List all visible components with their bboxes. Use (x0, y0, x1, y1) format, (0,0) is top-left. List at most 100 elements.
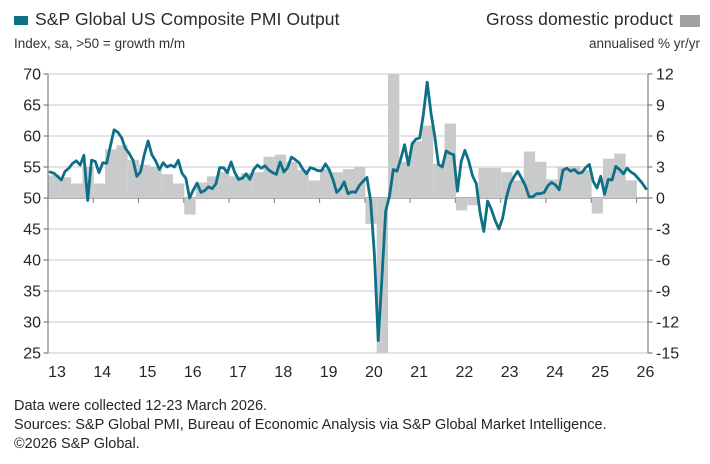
gdp-bar (421, 125, 434, 198)
gdp-bar (139, 164, 151, 198)
right-axis-label: -3 (656, 222, 670, 239)
left-axis-label: 30 (23, 315, 41, 332)
gdp-bar (580, 170, 592, 198)
x-axis-label: 16 (184, 364, 202, 381)
right-axis-caption: annualised % yr/yr (588, 36, 700, 51)
gdp-bar (105, 149, 117, 198)
gdp-bar (625, 180, 637, 198)
gdp-bars (48, 74, 637, 353)
gdp-bar (388, 74, 400, 198)
right-axis-label: 12 (656, 67, 674, 84)
left-axis-label: 55 (23, 160, 41, 177)
chart-title-right: Gross domestic product (486, 9, 673, 29)
right-axis-label: 9 (656, 98, 665, 115)
gdp-bar (240, 173, 253, 198)
gdp-bar (308, 180, 321, 198)
gdp-bar (342, 169, 355, 198)
gdp-bar (173, 183, 185, 198)
gdp-bar (535, 161, 547, 198)
gdp-bar (591, 198, 604, 214)
left-axis-label: 40 (23, 253, 41, 270)
right-axis-label: -15 (656, 346, 679, 363)
left-axis-label: 45 (23, 222, 41, 239)
gdp-bar (501, 172, 513, 198)
left-axis-label: 65 (23, 98, 41, 115)
gdp-bar (252, 172, 264, 198)
gdp-bar (478, 168, 490, 198)
footer-copyright: ©2026 S&P Global. (14, 436, 140, 452)
x-axis-label: 22 (455, 364, 473, 381)
gdp-bar (184, 198, 196, 215)
x-axis-label: 13 (48, 364, 66, 381)
gdp-bar (523, 151, 536, 198)
x-axis-label: 18 (274, 364, 292, 381)
gdp-bar (48, 175, 60, 198)
gdp-bar (399, 161, 411, 198)
x-axis-label: 19 (320, 364, 338, 381)
gdp-bar (297, 170, 309, 198)
x-axis-label: 15 (139, 364, 157, 381)
right-axis-label: 0 (656, 191, 665, 208)
gdp-bar (444, 123, 456, 198)
footer-collection-note: Data were collected 12-23 March 2026. (14, 398, 268, 414)
gdp-bar (455, 198, 468, 211)
gdp-bar (354, 167, 366, 198)
gdp-bar (467, 198, 479, 206)
pmi-legend-swatch-icon (14, 16, 28, 25)
gdp-bar (614, 153, 626, 198)
gdp-bar (546, 179, 558, 198)
x-axis-label: 25 (591, 364, 609, 381)
gdp-bar (512, 180, 524, 198)
gdp-bar (116, 145, 128, 198)
legend-gdp: Gross domestic product (486, 9, 700, 30)
gdp-bar (150, 167, 162, 198)
gdp-bar (71, 183, 83, 198)
right-axis-label: -12 (656, 315, 679, 332)
axes (43, 73, 653, 354)
gdp-bar (489, 168, 502, 198)
gdp-bar (263, 156, 275, 198)
right-axis-label: -6 (656, 253, 670, 270)
left-axis-label: 50 (23, 191, 41, 208)
chart-header: S&P Global US Composite PMI Output Gross… (14, 9, 700, 30)
gdp-bar (127, 159, 140, 198)
x-ticks (92, 198, 637, 203)
x-axis-label: 20 (365, 364, 383, 381)
axis-labels: 25 30 35 40 45 50 55 60 65 70 -15 -12 -9 -6 -3 0 3 6 9 12 13… (23, 67, 679, 382)
gdp-bar (410, 141, 422, 198)
gdp-bar (569, 166, 581, 198)
legend-pmi: S&P Global US Composite PMI Output (14, 9, 340, 30)
gridlines (48, 73, 648, 354)
right-axis-label: 3 (656, 160, 665, 177)
chart-title-left: S&P Global US Composite PMI Output (35, 9, 340, 29)
gdp-bar (59, 177, 72, 198)
left-axis-label: 35 (23, 284, 41, 301)
pmi-line-path (48, 80, 648, 342)
chart-subtitles: Index, sa, >50 = growth m/m annualised %… (14, 36, 700, 51)
x-axis-label: 17 (229, 364, 247, 381)
x-axis-label: 24 (546, 364, 564, 381)
gdp-bar (286, 161, 298, 198)
left-axis-label: 60 (23, 129, 41, 146)
right-axis-label: -9 (656, 284, 670, 301)
gdp-bar (331, 172, 343, 198)
gdp-bar (433, 163, 445, 198)
footer-sources: Sources: S&P Global PMI, Bureau of Econo… (14, 417, 607, 433)
gdp-bar (218, 172, 230, 198)
gdp-bar (161, 174, 174, 198)
left-axis-label: 70 (23, 67, 41, 84)
left-axis-caption: Index, sa, >50 = growth m/m (14, 36, 186, 51)
gdp-bar (274, 154, 287, 198)
pmi-line (48, 80, 648, 342)
gdp-legend-swatch-icon (680, 14, 700, 27)
gdp-bar (557, 167, 570, 198)
x-axis-label: 21 (410, 364, 428, 381)
x-axis-label: 26 (637, 364, 655, 381)
gdp-bar (229, 176, 241, 198)
right-axis-label: 6 (656, 129, 665, 146)
chart-footer: Data were collected 12-23 March 2026. So… (14, 397, 607, 454)
x-axis-label: 23 (501, 364, 519, 381)
gdp-bar (93, 183, 106, 198)
